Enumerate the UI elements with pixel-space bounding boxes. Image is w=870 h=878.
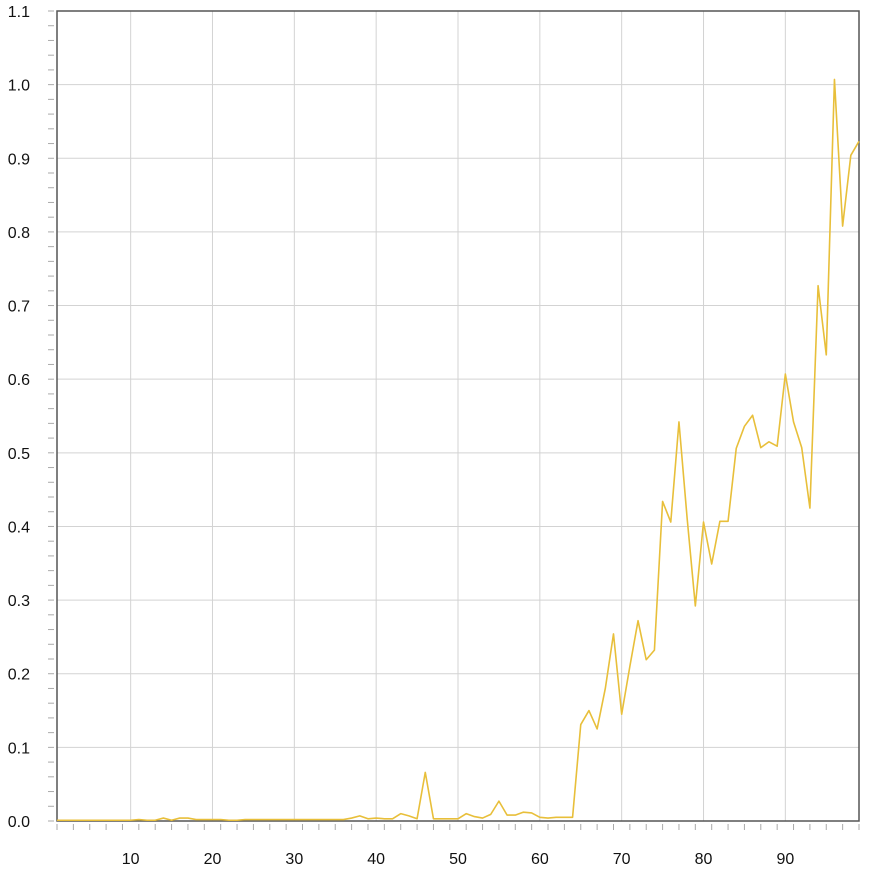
- y-tick-label: 1.1: [8, 4, 30, 21]
- x-tick-label: 80: [695, 851, 713, 868]
- x-tick-label: 90: [776, 851, 794, 868]
- y-tick-label: 0.6: [8, 372, 30, 389]
- y-tick-label: 0.4: [8, 519, 30, 536]
- x-tick-label: 50: [449, 851, 467, 868]
- y-tick-label: 0.9: [8, 151, 30, 168]
- y-axis-tick-labels: 0.0 0.1 0.2 0.3 0.4 0.5 0.6 0.7 0.8 0.9 1.0 1.1: [8, 4, 30, 831]
- x-tick-label: 40: [367, 851, 385, 868]
- y-tick-label: 1.0: [8, 78, 30, 95]
- x-tick-label: 10: [122, 851, 140, 868]
- x-tick-label: 30: [285, 851, 303, 868]
- x-tick-label: 20: [204, 851, 222, 868]
- grid-lines: [57, 10, 859, 822]
- x-axis-tick-labels: 10 20 30 40 50 60 70 80 90: [122, 851, 795, 868]
- minor-ticks: [48, 10, 860, 830]
- x-tick-label: 70: [613, 851, 631, 868]
- y-tick-label: 0.0: [8, 814, 30, 831]
- y-tick-label: 0.3: [8, 593, 30, 610]
- y-tick-label: 0.7: [8, 299, 30, 316]
- y-tick-label: 0.2: [8, 667, 30, 684]
- x-tick-label: 60: [531, 851, 549, 868]
- y-tick-label: 0.8: [8, 225, 30, 242]
- series-line: [57, 78, 860, 822]
- y-tick-label: 0.1: [8, 740, 30, 757]
- plot-frame: [56, 10, 860, 822]
- y-tick-label: 0.5: [8, 446, 30, 463]
